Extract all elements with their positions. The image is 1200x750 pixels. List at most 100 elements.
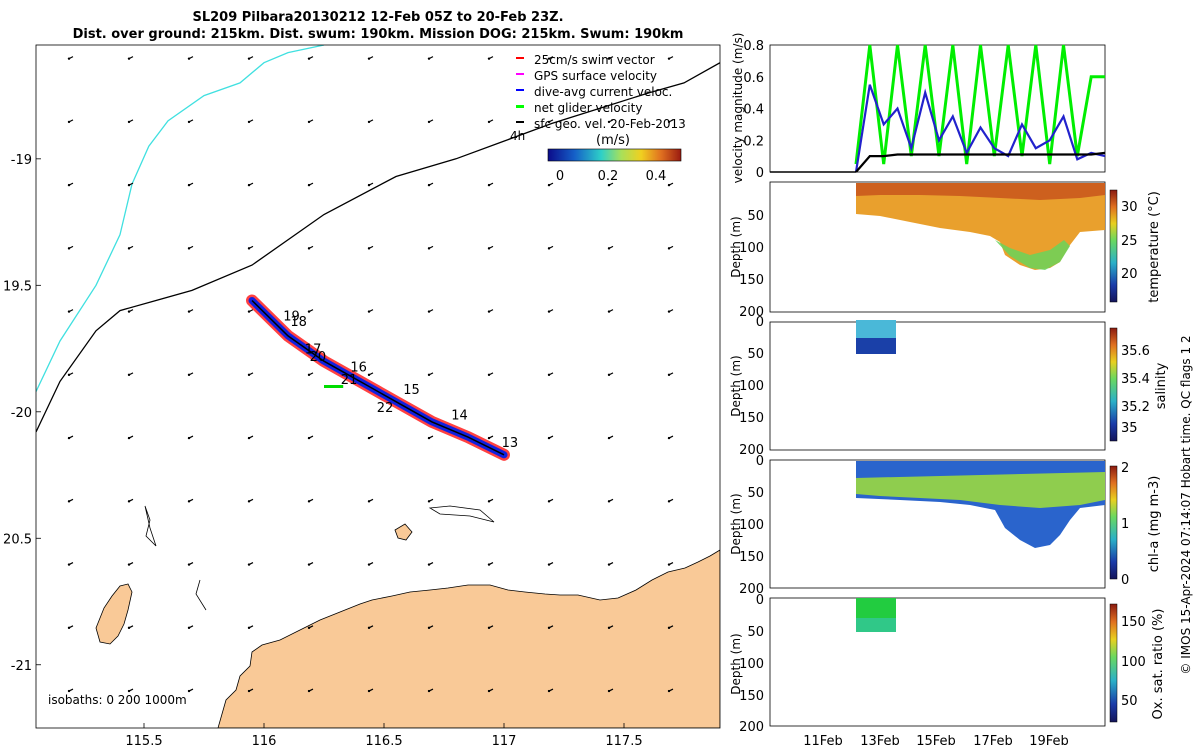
vector-arrow-head bbox=[487, 57, 491, 60]
day-label: 20 bbox=[310, 350, 327, 365]
day-label: 17 bbox=[305, 343, 322, 358]
vector-arrow-head bbox=[487, 689, 491, 693]
vector-arrow-head bbox=[367, 310, 371, 313]
map-y-tick-label: 20.5 bbox=[3, 532, 32, 547]
chla-ytick-150: 150 bbox=[739, 550, 764, 565]
legend-net-glider-velocity: net glider velocity bbox=[534, 101, 642, 115]
time-x-tick-label: 11Feb bbox=[803, 734, 843, 749]
vector-arrow-head bbox=[67, 500, 71, 503]
vector-arrow-head bbox=[667, 247, 671, 250]
vector-arrow-head bbox=[187, 310, 191, 313]
oxygen-panel-frame bbox=[769, 597, 1106, 727]
current-vector-field bbox=[67, 56, 674, 693]
vector-arrow-head bbox=[187, 500, 191, 503]
salinity-ytick-150: 150 bbox=[739, 411, 764, 426]
vector-arrow-head bbox=[667, 183, 671, 187]
vector-arrow-head bbox=[427, 563, 431, 566]
vector-arrow-head bbox=[187, 373, 191, 377]
chla-ylabel: Depth (m) bbox=[729, 493, 743, 554]
colorbar-tick-0: 0 bbox=[556, 169, 564, 184]
vector-arrow-head bbox=[247, 563, 251, 566]
vector-arrow-head bbox=[367, 120, 371, 124]
vector-arrow-head bbox=[367, 563, 371, 566]
vector-arrow-head bbox=[67, 310, 71, 313]
land-mainland bbox=[217, 549, 720, 728]
vector-arrow-head bbox=[427, 626, 431, 630]
velocity-series-line bbox=[855, 151, 1106, 173]
day-label: 16 bbox=[350, 360, 367, 375]
map-y-tick-label: -21 bbox=[11, 659, 32, 674]
vector-arrow-head bbox=[187, 57, 191, 60]
salinity-section-deep bbox=[856, 338, 896, 354]
vector-arrow-head bbox=[187, 626, 191, 630]
vector-arrow-head bbox=[127, 689, 131, 693]
vector-arrow-head bbox=[667, 57, 671, 60]
vector-arrow-head bbox=[487, 183, 491, 187]
vector-arrow-head bbox=[667, 563, 671, 566]
figure-title-line1: SL209 Pilbara20130212 12-Feb 05Z to 20-F… bbox=[192, 10, 563, 25]
vector-arrow-head bbox=[307, 57, 311, 60]
temperature-warm-layer bbox=[856, 183, 1105, 200]
vector-arrow-head bbox=[67, 626, 71, 630]
salinity-ytick-0: 0 bbox=[756, 315, 764, 330]
oxygen-cb-tick-150: 150 bbox=[1121, 615, 1146, 630]
isobath-lines bbox=[36, 45, 720, 433]
vector-arrow-head bbox=[427, 500, 431, 503]
vector-arrow-head bbox=[187, 183, 191, 187]
vector-arrow-head bbox=[607, 373, 611, 377]
vector-arrow-head bbox=[607, 247, 611, 250]
vector-arrow-head bbox=[487, 120, 491, 124]
legend-dive-avg-current: dive-avg current veloc. bbox=[534, 85, 672, 99]
oxygen-colorbar bbox=[1109, 603, 1118, 723]
vector-arrow-head bbox=[307, 626, 311, 630]
salinity-panel-frame bbox=[769, 321, 1106, 451]
salinity-ylabel: Depth (m) bbox=[729, 355, 743, 416]
vector-arrow-head bbox=[247, 57, 251, 60]
vector-arrow-head bbox=[487, 500, 491, 503]
vector-arrow-head bbox=[127, 247, 131, 250]
chla-ytick-200: 200 bbox=[739, 582, 764, 597]
vector-arrow-head bbox=[427, 373, 431, 377]
vector-arrow-head bbox=[187, 689, 191, 693]
vector-arrow-head bbox=[667, 689, 671, 693]
vector-arrow-head bbox=[607, 500, 611, 503]
imos-credit: © IMOS 15-Apr-2024 07:14:07 Hobart time.… bbox=[1179, 335, 1193, 674]
oxygen-cb-tick-50: 50 bbox=[1121, 694, 1138, 709]
colorbar-tick-2: 0.4 bbox=[646, 169, 667, 184]
time-x-ticks: 11Feb 13Feb 15Feb 17Feb 19Feb bbox=[803, 734, 1069, 749]
vector-arrow-head bbox=[487, 563, 491, 566]
vector-arrow-head bbox=[547, 500, 551, 503]
vector-arrow-head bbox=[187, 247, 191, 250]
map-x-tick-label: 115.5 bbox=[125, 734, 162, 749]
vector-arrow-head bbox=[367, 626, 371, 630]
vector-arrow-head bbox=[547, 626, 551, 630]
vector-arrow-head bbox=[67, 57, 71, 60]
chla-cb-tick-2: 2 bbox=[1121, 461, 1129, 476]
map-x-tick-label: 116 bbox=[252, 734, 277, 749]
vector-arrow-head bbox=[247, 626, 251, 630]
vector-arrow-head bbox=[667, 626, 671, 630]
vector-arrow-head bbox=[427, 310, 431, 313]
vector-arrow-head bbox=[607, 563, 611, 566]
isobath-1000m bbox=[36, 45, 325, 392]
vector-arrow-head bbox=[547, 436, 551, 440]
vector-arrow-head bbox=[427, 689, 431, 693]
vector-arrow-head bbox=[127, 563, 131, 566]
temperature-cb-tick-25: 25 bbox=[1121, 234, 1138, 249]
time-x-tick-label: 17Feb bbox=[973, 734, 1013, 749]
vector-arrow-head bbox=[127, 373, 131, 377]
velocity-ylabel: velocity magnitude (m/s) bbox=[731, 33, 745, 184]
salinity-ytick-50: 50 bbox=[747, 347, 764, 362]
isobath-200m bbox=[36, 62, 720, 433]
map-x-tick-label: 116.5 bbox=[365, 734, 402, 749]
vector-arrow-head bbox=[547, 247, 551, 250]
vector-arrow-head bbox=[667, 373, 671, 377]
vector-arrow-head bbox=[247, 689, 251, 693]
vector-arrow-head bbox=[487, 310, 491, 313]
oxygen-section bbox=[856, 598, 896, 618]
temperature-colorbar-label: temperature (°C) bbox=[1147, 191, 1162, 303]
vector-arrow-head bbox=[367, 373, 371, 377]
chla-ytick-100: 100 bbox=[739, 518, 764, 533]
